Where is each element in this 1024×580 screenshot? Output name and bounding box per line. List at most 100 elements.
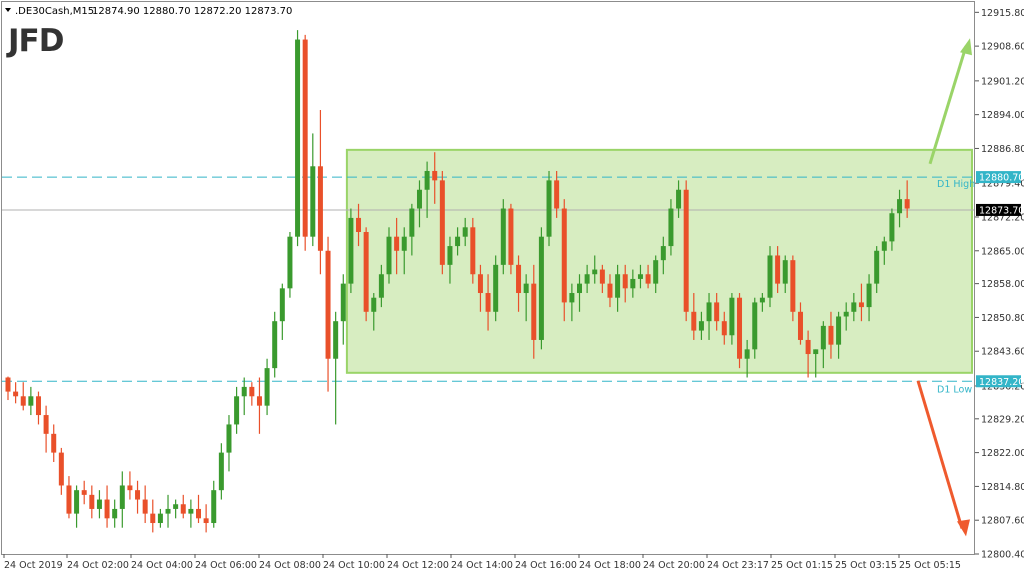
- bear-candle: [858, 302, 864, 308]
- bull-candle: [287, 236, 293, 289]
- bear-candle: [477, 274, 483, 294]
- bull-candle: [28, 396, 34, 406]
- bull-candle: [813, 349, 819, 355]
- bear-candle: [127, 485, 133, 491]
- bull-candle: [843, 311, 849, 317]
- d1-low-label: D1 Low: [937, 384, 972, 395]
- bear-candle: [790, 260, 796, 312]
- y-tick-label: 12843.60: [981, 347, 1024, 358]
- bull-candle: [615, 274, 621, 298]
- bull-candle: [74, 490, 80, 514]
- symbol-label: .DE30Cash,M15: [15, 6, 94, 17]
- bear-candle: [150, 513, 156, 524]
- bull-candle: [851, 302, 857, 312]
- bear-candle: [904, 199, 910, 209]
- x-tick-label: 25 Oct 05:15: [899, 560, 961, 571]
- bull-candle: [706, 302, 712, 322]
- bull-candle: [637, 274, 643, 279]
- d1-high-tag: 12880.70: [979, 173, 1024, 184]
- bull-candle: [96, 499, 102, 509]
- bear-candle: [196, 508, 201, 519]
- bull-candle: [660, 246, 666, 261]
- bull-candle: [340, 283, 346, 322]
- bear-candle: [737, 297, 743, 359]
- bear-candle: [203, 518, 209, 524]
- bull-candle: [401, 236, 407, 251]
- d1-low-tag: 12837.20: [979, 377, 1024, 388]
- y-tick-label: 12872.20: [981, 212, 1024, 223]
- bear-candle: [249, 386, 255, 397]
- bull-candle: [424, 170, 430, 190]
- bear-candle: [714, 302, 720, 322]
- level-lines-layer: D1 High D1 Low: [2, 176, 975, 395]
- bull-candle: [874, 250, 880, 284]
- x-tick-label: 24 Oct 16:00: [515, 560, 577, 571]
- bear-candle: [805, 339, 811, 355]
- bear-candle: [470, 227, 476, 275]
- x-tick-label: 24 Oct 06:00: [195, 560, 257, 571]
- y-tick-label: 12858.00: [981, 279, 1024, 290]
- time-axis: 24 Oct 2019 24 Oct 02:00 24 Oct 04:00 24 Oc…: [3, 554, 961, 571]
- bull-candle: [577, 283, 582, 294]
- bull-candle: [188, 508, 194, 514]
- bull-candle: [310, 166, 316, 237]
- bear-candle: [508, 208, 514, 265]
- y-tick-label: 12807.60: [981, 516, 1024, 527]
- bull-candle: [241, 386, 247, 397]
- bull-candle: [897, 199, 903, 214]
- bull-candle: [767, 255, 773, 298]
- x-tick-label: 24 Oct 02:00: [67, 560, 129, 571]
- bull-candle: [447, 246, 453, 265]
- bull-candle: [279, 288, 285, 322]
- bear-candle: [13, 391, 19, 397]
- bear-candle: [20, 396, 26, 406]
- x-tick-label: 24 Oct 04:00: [131, 560, 193, 571]
- bull-candle: [889, 213, 895, 242]
- bull-candle: [234, 396, 240, 425]
- bear-candle: [356, 217, 362, 232]
- bull-candle: [226, 424, 232, 453]
- d1-high-tag-bg: [976, 171, 1021, 184]
- x-tick-label: 24 Oct 10:00: [323, 560, 385, 571]
- bear-candle: [43, 415, 49, 434]
- bear-candle: [89, 494, 95, 509]
- bull-candle: [538, 236, 544, 340]
- bull-candle: [295, 39, 301, 237]
- current-price-tag: 12873.70: [979, 205, 1024, 216]
- x-tick-label: 24 Oct 2019: [4, 560, 63, 571]
- x-tick-label: 24 Oct 12:00: [387, 560, 449, 571]
- bull-candle: [500, 208, 506, 265]
- bull-candle: [744, 349, 750, 359]
- bull-candle: [455, 236, 461, 247]
- broker-logo: JFD: [6, 23, 64, 59]
- price-tags-layer: 12880.70 12873.70 12837.20: [976, 171, 1024, 388]
- bull-candle: [119, 485, 125, 509]
- bull-candle: [157, 513, 163, 524]
- bull-candle: [653, 260, 659, 284]
- y-tick-label: 12822.00: [981, 448, 1024, 459]
- bull-candle: [378, 274, 384, 298]
- bear-candle: [554, 180, 560, 209]
- plot-frame: [1, 1, 975, 555]
- bull-candle: [752, 302, 758, 350]
- y-tick-label: 12901.20: [981, 76, 1024, 87]
- bull-candle: [782, 260, 788, 284]
- y-tick-label: 12879.40: [981, 179, 1024, 190]
- bearish-arrow-head: [957, 519, 970, 537]
- bear-candle: [302, 39, 308, 237]
- bear-candle: [775, 255, 781, 284]
- bull-candle: [416, 189, 422, 209]
- y-tick-label: 12850.80: [981, 313, 1024, 324]
- bear-candle: [622, 274, 628, 289]
- bullish-arrow-head: [960, 38, 972, 56]
- x-tick-label: 24 Oct 20:00: [643, 560, 705, 571]
- bull-candle: [348, 217, 354, 284]
- symbol-menu-icon[interactable]: [5, 8, 11, 12]
- bear-candle: [363, 232, 369, 312]
- bear-candle: [432, 170, 438, 181]
- x-tick-label: 25 Oct 01:15: [771, 560, 833, 571]
- bear-candle: [516, 264, 522, 294]
- bear-candle: [81, 490, 87, 495]
- y-tick-label: 12814.80: [981, 482, 1024, 493]
